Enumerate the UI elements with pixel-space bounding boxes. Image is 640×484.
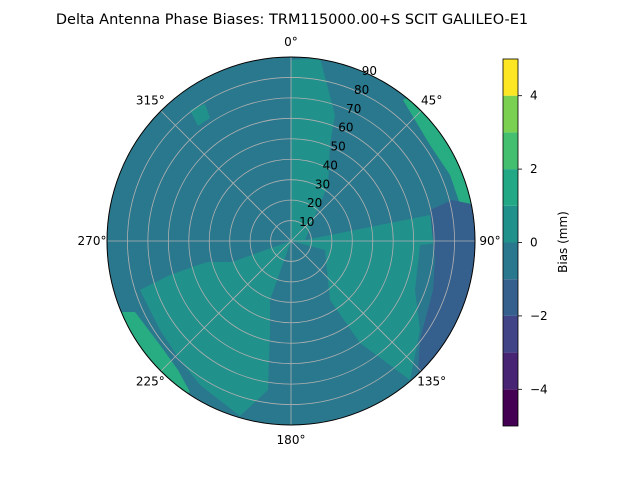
angular-tick-labels: 0° 45° 90° 135° 180° 225° 270° 315° xyxy=(78,35,501,447)
colorbar-label: Bias (mm) xyxy=(556,211,570,273)
colorbar-band xyxy=(503,205,518,243)
radial-tick-label: 20 xyxy=(307,196,322,210)
colorbar-tick-label: −4 xyxy=(530,382,548,396)
colorbar-tick-label: −2 xyxy=(530,309,548,323)
angular-gridline-135 xyxy=(290,240,422,372)
colorbar-band xyxy=(503,132,518,170)
polar-grid xyxy=(107,57,475,425)
radial-tick-label: 30 xyxy=(315,177,330,191)
colorbar-bands xyxy=(503,59,518,426)
radial-tick-label: 80 xyxy=(354,83,369,97)
colorbar-band xyxy=(503,242,518,280)
angular-tick-label: 90° xyxy=(479,234,500,248)
radial-tick-label: 90 xyxy=(362,64,377,78)
chart-title: Delta Antenna Phase Biases: TRM115000.00… xyxy=(56,12,528,28)
angular-tick-label: 135° xyxy=(417,375,446,389)
colorbar-band xyxy=(503,59,518,96)
radial-tick-label: 60 xyxy=(338,121,353,135)
colorbar-band xyxy=(503,352,518,390)
colorbar-band xyxy=(503,169,518,206)
colorbar: −4 −2 0 2 4 Bias (mm) xyxy=(502,58,570,427)
angular-tick-label: 45° xyxy=(421,93,442,107)
radial-tick-label: 40 xyxy=(323,158,338,172)
contour-region-east-centre xyxy=(291,58,455,380)
radial-tick-label: 50 xyxy=(330,140,345,154)
contour-region-north-west-patch xyxy=(190,104,210,126)
angular-gridline-315 xyxy=(160,110,292,242)
contour-region-north-east-rim xyxy=(403,90,475,230)
colorbar-band xyxy=(503,389,518,426)
angular-tick-label: 180° xyxy=(277,433,306,447)
colorbar-tick-label: 0 xyxy=(530,236,538,250)
plot-outline xyxy=(106,56,476,426)
radial-tick-label: 70 xyxy=(346,102,361,116)
colorbar-tick-label: 4 xyxy=(530,89,538,103)
polar-plot-area xyxy=(107,57,475,425)
angular-tick-label: 225° xyxy=(136,375,165,389)
radial-tick-label: 10 xyxy=(299,215,314,229)
colorbar-ticks: −4 −2 0 2 4 xyxy=(518,89,548,396)
angular-tick-label: 315° xyxy=(136,93,165,107)
angular-gridline-45 xyxy=(290,110,422,242)
angular-gridline-225 xyxy=(160,240,292,372)
angular-tick-label: 0° xyxy=(284,35,298,49)
colorbar-tick-label: 2 xyxy=(530,162,538,176)
angular-tick-label: 270° xyxy=(78,234,107,248)
radial-tick-labels: 10 20 30 40 50 60 70 80 90 xyxy=(299,64,377,229)
contour-region-south-west xyxy=(140,241,291,416)
colorbar-band xyxy=(503,279,518,316)
colorbar-band xyxy=(503,315,518,353)
colorbar-band xyxy=(503,95,518,133)
